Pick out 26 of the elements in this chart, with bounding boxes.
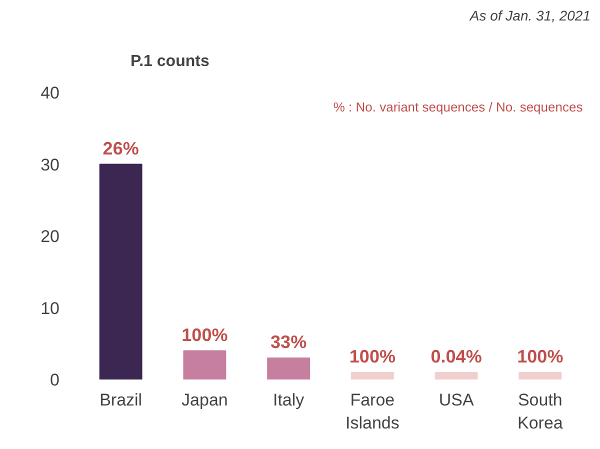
annotation: 100%: [517, 346, 564, 366]
y-tick-label: 20: [40, 227, 60, 246]
y-tick-label: 10: [40, 298, 60, 318]
y-tick-label: 40: [40, 84, 60, 102]
x-tick-label: Japan: [182, 390, 228, 410]
x-tick-label: Faroe Islands: [346, 390, 400, 432]
bar: [350, 372, 394, 380]
annotation: % : No. variant sequences / No. sequences: [333, 99, 584, 114]
annotation: 0.04%: [430, 346, 482, 366]
y-tick-label: 30: [40, 155, 60, 174]
chart-title: P.1 counts: [130, 53, 210, 70]
annotation: 100%: [182, 324, 228, 345]
bar: [99, 164, 142, 380]
x-tick-label: Brazil: [100, 390, 142, 410]
annotation: 33%: [270, 332, 307, 352]
annotation: 26%: [102, 138, 139, 158]
bar: [267, 357, 310, 380]
bar: [434, 372, 478, 380]
text: As of Jan. 31, 2021: [468, 8, 590, 24]
x-tick-label: Italy: [272, 390, 305, 410]
x-tick-label: USA: [438, 390, 474, 410]
bar: [518, 372, 562, 380]
annotation: 100%: [349, 346, 396, 366]
y-tick-label: 0: [50, 370, 60, 390]
bar: [183, 350, 226, 380]
x-tick-label: South Korea: [517, 390, 564, 432]
